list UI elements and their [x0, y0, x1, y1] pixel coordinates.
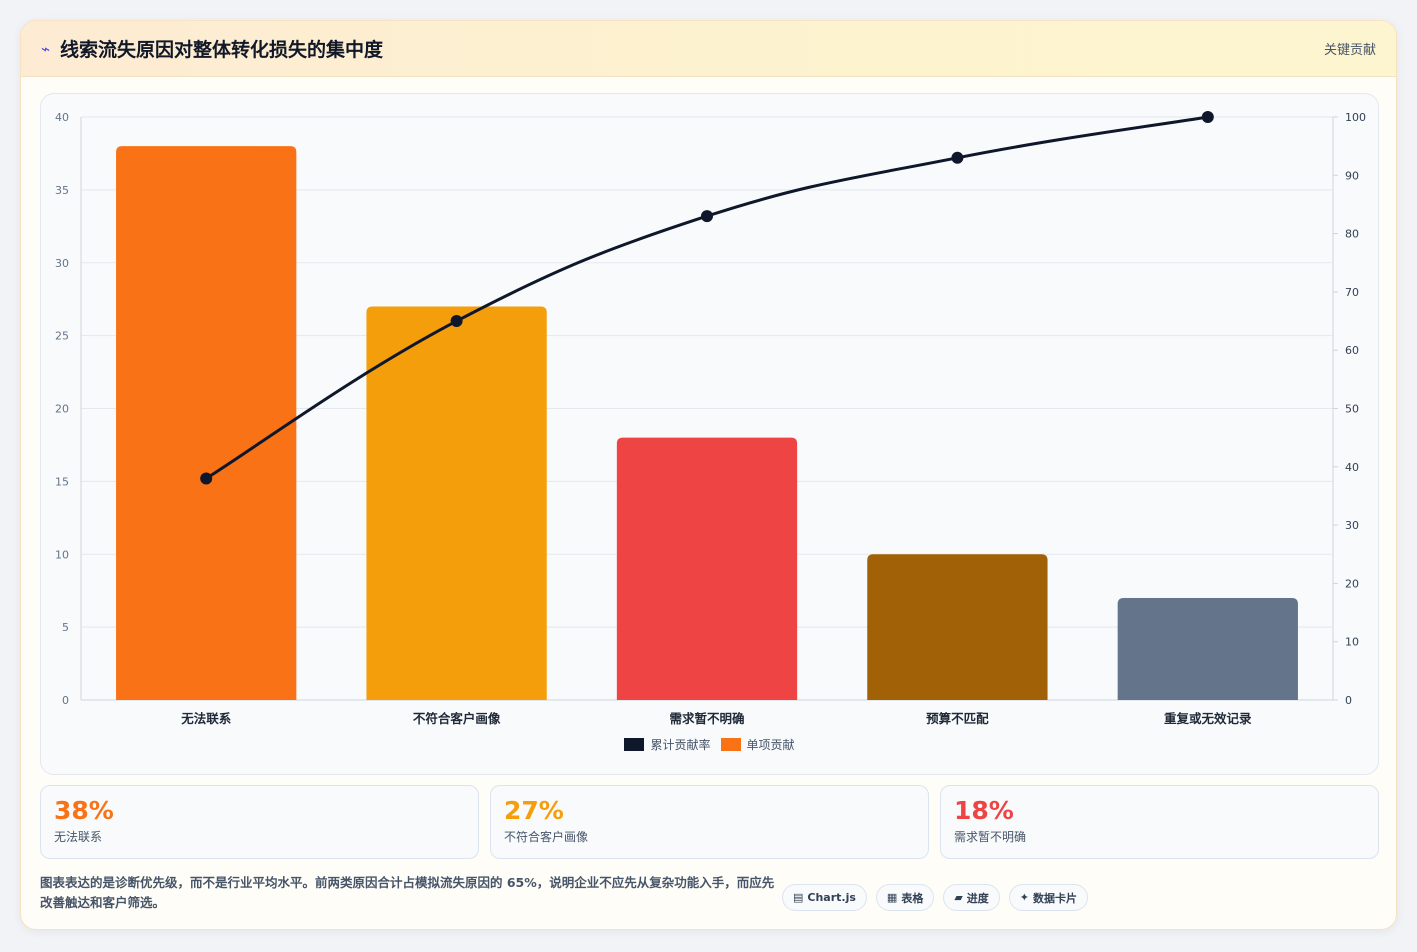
stat-label: 无法联系 — [54, 830, 103, 844]
stat-value: 18% — [954, 796, 1014, 825]
x-tick-label: 需求暂不明确 — [669, 711, 744, 726]
y-left-tick-label: 20 — [55, 403, 69, 416]
stat-card: 27% 不符合客户画像 — [490, 785, 929, 859]
badge-row: ▤ Chart.js ▦ 表格 ▰ 进度 ✦ 数据卡片 — [782, 884, 1089, 911]
legend-label-single: 单项贡献 — [746, 738, 795, 752]
y-left-tick-label: 0 — [62, 694, 69, 707]
y-right-tick-label: 60 — [1345, 344, 1359, 357]
stat-value: 27% — [504, 796, 564, 825]
bar-1 — [116, 146, 297, 700]
cumulative-point-5 — [1201, 111, 1214, 123]
y-right-tick-label: 10 — [1345, 636, 1359, 649]
stat-cards: 38% 无法联系 27% 不符合客户画像 18% 需求暂不明确 — [40, 785, 1379, 859]
legend-label-cumulative: 累计贡献率 — [650, 738, 711, 752]
y-right-tick-label: 20 — [1345, 577, 1359, 590]
y-right-tick-label: 30 — [1345, 519, 1359, 532]
stat-card: 38% 无法联系 — [40, 785, 479, 859]
y-left-tick-label: 30 — [55, 257, 69, 270]
badge-label: 表格 — [901, 891, 924, 905]
chart-card: ⌁ 线索流失原因对整体转化损失的集中度 关键贡献 0 5 10 15 20 25 30 35 4… — [20, 20, 1397, 930]
legend-swatch-cumulative — [624, 738, 645, 751]
stat-label: 需求暂不明确 — [954, 830, 1027, 844]
pareto-chart: 0 5 10 15 20 25 30 35 40 0 10 20 30 40 50 60 70 80 90 100 无法… — [55, 111, 1366, 726]
y-right-tick-label: 90 — [1345, 169, 1359, 182]
badge-table[interactable]: ▦ 表格 — [875, 884, 935, 911]
x-tick-label: 重复或无效记录 — [1164, 711, 1252, 726]
lightning-icon: ⌁ — [41, 39, 51, 58]
legend-item-single[interactable]: 单项贡献 — [720, 736, 795, 753]
table-icon: ▦ — [886, 891, 898, 904]
card-title: 线索流失原因对整体转化损失的集中度 — [60, 39, 384, 61]
footer-note: 图表表达的是诊断优先级，而不是行业平均水平。前两类原因合计占模拟流失原因的 65… — [40, 875, 775, 910]
badge-data-card[interactable]: ✦ 数据卡片 — [1008, 884, 1089, 911]
y-left-tick-label: 15 — [55, 475, 69, 488]
chart-panel: 0 5 10 15 20 25 30 35 40 0 10 20 30 40 50 60 70 80 90 100 无法… — [40, 93, 1379, 775]
y-right-tick-label: 40 — [1345, 461, 1359, 474]
y-left-tick-label: 35 — [55, 184, 69, 197]
y-right-tick-label: 70 — [1345, 286, 1359, 299]
x-tick-label: 不符合客户画像 — [413, 711, 501, 726]
cumulative-line — [205, 115, 1209, 480]
bar-3 — [616, 437, 798, 700]
badge-label: 进度 — [966, 891, 989, 905]
progress-icon: ▰ — [954, 891, 963, 904]
chart-icon: ▤ — [793, 891, 804, 904]
header-tag: 关键贡献 — [1323, 43, 1376, 58]
stat-label: 不符合客户画像 — [504, 830, 589, 844]
y-left-tick-label: 10 — [55, 548, 69, 561]
cumulative-point-4 — [951, 151, 964, 164]
chart-legend: 累计贡献率 单项贡献 — [41, 736, 1378, 753]
badge-chartjs[interactable]: ▤ Chart.js — [782, 884, 867, 911]
x-tick-label: 预算不匹配 — [926, 711, 989, 726]
y-right-tick-label: 80 — [1345, 228, 1359, 241]
bar-2 — [366, 306, 547, 700]
cumulative-point-3 — [701, 210, 713, 223]
cumulative-point-1 — [200, 472, 213, 485]
x-tick-label: 无法联系 — [180, 711, 232, 726]
stat-value: 38% — [54, 796, 114, 825]
y-left-tick-label: 25 — [55, 330, 69, 343]
sparkle-icon: ✦ — [1019, 891, 1030, 904]
stat-card: 18% 需求暂不明确 — [940, 785, 1379, 859]
y-right-tick-label: 0 — [1345, 694, 1352, 707]
badge-progress[interactable]: ▰ 进度 — [943, 884, 1000, 911]
card-header: ⌁ 线索流失原因对整体转化损失的集中度 关键贡献 — [21, 21, 1396, 77]
cumulative-point-2 — [450, 315, 463, 328]
badge-label: 数据卡片 — [1033, 891, 1078, 905]
legend-item-cumulative[interactable]: 累计贡献率 — [624, 736, 711, 753]
y-right-tick-label: 100 — [1345, 111, 1366, 124]
bar-5 — [1117, 597, 1298, 700]
legend-swatch-single — [720, 738, 741, 751]
y-left-tick-label: 5 — [62, 621, 69, 634]
y-left-tick-label: 40 — [55, 111, 69, 124]
bar-4 — [867, 554, 1048, 700]
y-right-tick-label: 50 — [1345, 403, 1359, 416]
badge-label: Chart.js — [807, 891, 856, 904]
